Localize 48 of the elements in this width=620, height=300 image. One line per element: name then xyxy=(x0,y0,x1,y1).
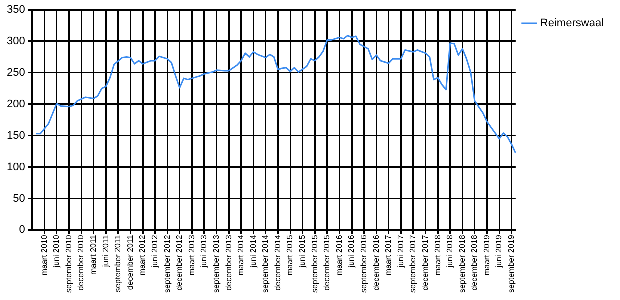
x-tick-label: december 2015 xyxy=(322,234,332,291)
x-tick-label: maart 2016 xyxy=(334,234,344,276)
y-tick-label: 150 xyxy=(6,130,26,142)
x-tick-label: juni 2019 xyxy=(494,234,504,269)
x-tick-label: september 2010 xyxy=(64,234,74,294)
x-tick-label: maart 2013 xyxy=(187,234,196,276)
y-tick-label: 0 xyxy=(19,224,26,236)
x-tick-label: maart 2018 xyxy=(433,234,442,276)
x-tick-label: maart 2014 xyxy=(236,234,246,276)
y-tick-label: 200 xyxy=(6,98,26,110)
x-tick-label: september 2017 xyxy=(408,234,418,294)
x-tick-label: september 2011 xyxy=(114,234,123,292)
x-tick-label: maart 2015 xyxy=(286,234,295,276)
x-tick-label: maart 2011 xyxy=(89,234,98,276)
y-tick-label: 350 xyxy=(6,4,26,16)
x-tick-label: maart 2017 xyxy=(384,234,394,276)
x-tick-label: juni 2013 xyxy=(200,234,209,269)
y-tick-label: 300 xyxy=(6,35,26,48)
x-tick-label: juni 2015 xyxy=(298,234,308,269)
x-tick-label: december 2011 xyxy=(126,234,135,290)
x-tick-label: december 2016 xyxy=(372,234,381,291)
x-tick-label: september 2015 xyxy=(310,234,320,294)
x-tick-label: september 2016 xyxy=(360,234,368,294)
x-tick-label: maart 2012 xyxy=(138,234,148,276)
x-tick-label: december 2018 xyxy=(470,234,480,291)
x-tick-label: juni 2012 xyxy=(150,234,160,269)
legend-label: Reimerswaal xyxy=(540,18,604,30)
x-tick-label: maart 2019 xyxy=(482,234,492,276)
x-tick-label: december 2012 xyxy=(175,234,184,291)
y-tick-label: 100 xyxy=(6,161,26,174)
x-tick-label: december 2013 xyxy=(224,234,234,291)
x-tick-label: maart 2010 xyxy=(40,234,49,276)
x-tick-label: juni 2014 xyxy=(248,234,258,269)
x-tick-label: september 2019 xyxy=(507,234,516,294)
x-tick-label: juni 2017 xyxy=(396,234,406,269)
x-tick-label: september 2013 xyxy=(212,234,221,294)
x-tick-label: juni 2011 xyxy=(101,234,110,268)
x-tick-label: juni 2016 xyxy=(347,234,356,269)
x-tick-label: december 2010 xyxy=(76,234,86,291)
x-tick-label: december 2014 xyxy=(273,234,282,291)
x-tick-label: september 2014 xyxy=(261,234,270,294)
x-tick-label: december 2017 xyxy=(420,234,430,291)
y-tick-label: 50 xyxy=(13,192,26,205)
x-tick-label: juni 2018 xyxy=(446,234,455,269)
y-tick-label: 250 xyxy=(6,66,26,79)
x-tick-label: september 2018 xyxy=(458,234,467,294)
x-tick-label: juni 2010 xyxy=(52,234,62,269)
x-tick-label: september 2012 xyxy=(162,234,172,294)
